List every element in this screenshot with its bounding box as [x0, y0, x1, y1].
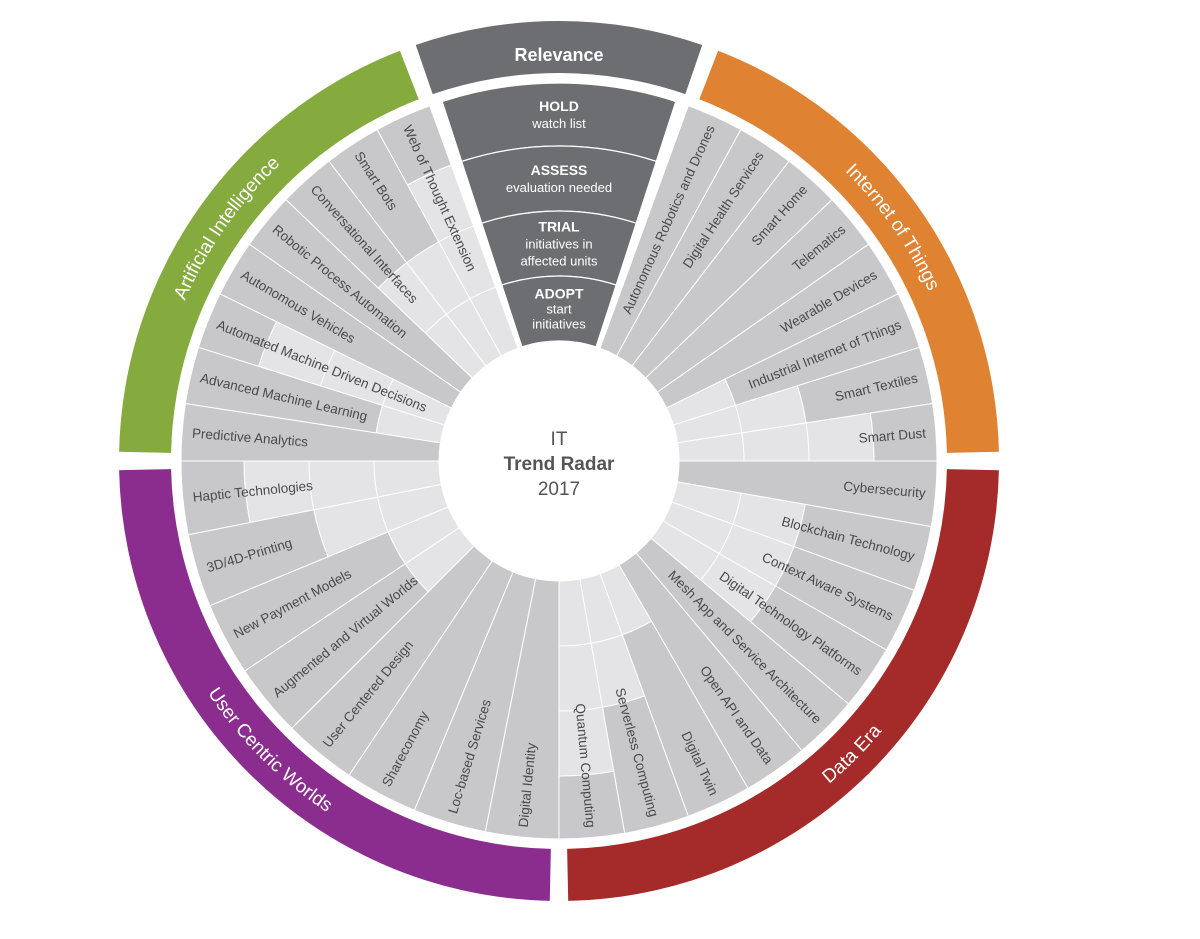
level-divider [438, 225, 474, 243]
relevance-header [415, 20, 703, 95]
trend-segment-haptic-technologies: Haptic Technologies [180, 460, 442, 536]
trend-segment-cybersecurity: Cybersecurity [676, 460, 938, 528]
trend-segment-3d-4d-printing: 3D/4D-Printing [187, 483, 449, 607]
trend-segment-filled-band [376, 105, 452, 186]
relevance-level-name: HOLD [539, 98, 579, 114]
relevance-level-assess: ASSESS evaluation needed [460, 145, 658, 224]
center-disc [439, 341, 679, 581]
trend-segment-new-payment-models: New Payment Models [209, 506, 460, 672]
center-title-line2: Trend Radar [504, 454, 615, 475]
relevance-level-name: TRIAL [538, 219, 580, 235]
trend-segment-shareconomy: Shareconomy [348, 560, 514, 811]
category-ring-user-centric-worlds [119, 469, 551, 901]
level-divider [308, 460, 315, 510]
category-rings: Artificial Intelligence Internet of Thing… [119, 50, 999, 901]
trend-segment-digital-twin: Digital Twin [599, 564, 749, 817]
relevance-level-description: evaluation needed [506, 180, 612, 195]
center-title-line3: 2017 [538, 479, 580, 500]
category-ring-data-era [567, 469, 999, 901]
center-title-line1: IT [551, 429, 568, 450]
relevance-level-hold: HOLD watch list [441, 82, 677, 163]
trend-segment-smart-home: Smart Home [631, 160, 833, 379]
trend-segment-blockchain-technology: Blockchain Technology [671, 481, 932, 591]
relevance-level-name: ADOPT [535, 286, 584, 302]
relevance-wedge: Relevance HOLD watch list ASSESS evaluation … [415, 20, 703, 348]
trend-label: Cybersecurity [843, 479, 927, 501]
relevance-level-description: start [546, 302, 572, 317]
relevance-level-description: watch list [531, 116, 586, 131]
trend-segment-quantum-computing: Quantum Computing [558, 578, 626, 840]
category-ring-artificial-intelligence [119, 50, 419, 453]
relevance-level-name: ASSESS [531, 162, 588, 178]
level-divider [469, 286, 496, 300]
relevance-title: Relevance [514, 45, 603, 65]
relevance-level-trial: TRIAL initiatives in affected units [480, 210, 638, 286]
relevance-level-description: initiatives [532, 317, 586, 332]
trend-segment-smart-textiles: Smart Textiles [672, 346, 934, 444]
category-ring-internet-of-things [699, 50, 999, 453]
relevance-level-description: initiatives in [525, 237, 592, 252]
relevance-level-description: affected units [520, 254, 598, 269]
trend-label: Smart Dust [858, 426, 927, 446]
trend-segment-filled-band [180, 460, 251, 536]
level-divider [373, 460, 379, 498]
